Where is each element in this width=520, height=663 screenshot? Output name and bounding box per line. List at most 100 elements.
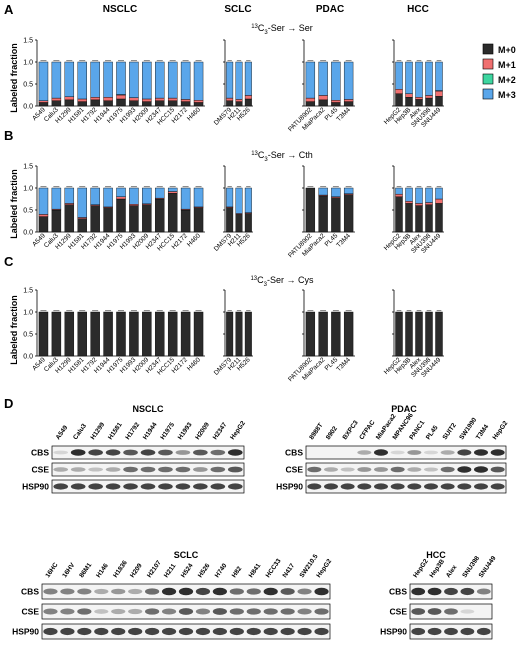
panel-letter-b: B (4, 128, 13, 143)
bar-m3-h1975 (116, 187, 126, 198)
bar-m3-h211 (235, 61, 243, 100)
bar-m0-h1581 (77, 101, 87, 107)
bar-m0-h1299 (64, 204, 75, 233)
bar-m0-a549 (38, 216, 49, 233)
bar-m1-snu398 (425, 202, 433, 205)
blot-band (123, 466, 138, 473)
blot-band (474, 466, 488, 473)
blot-band (175, 450, 191, 455)
blot-lane-label: HepG2 (229, 420, 247, 441)
bar-m3-snu398 (425, 187, 433, 203)
legend-label-m3: M+3 (498, 90, 516, 100)
bar-m3-h2172 (180, 187, 191, 210)
bar-m3-h460 (193, 61, 204, 101)
blot-band (145, 588, 160, 595)
blot-row-label: HSP90 (380, 627, 407, 637)
legend-label-m2: M+2 (498, 75, 516, 85)
bar-m3-miapaca2 (318, 187, 328, 196)
bar-m3-h1581 (77, 187, 87, 218)
blot-band (145, 627, 160, 636)
blot-band (411, 587, 426, 596)
blot-band (105, 467, 121, 472)
panel-letter-c: C (4, 254, 14, 269)
x-tick-label: H460 (186, 232, 202, 248)
blot-band (175, 483, 191, 490)
bar-m0-hepg2 (395, 311, 403, 357)
bar-m0-snu398 (425, 204, 433, 233)
blot-band (297, 608, 312, 615)
y-tick-label: 0.5 (23, 82, 33, 89)
blot-band (307, 466, 322, 473)
blot-band (128, 588, 143, 595)
blot-band (140, 449, 156, 456)
header-hcc: HCC (407, 4, 429, 15)
legend: M+0 M+1 M+2 M+3 (482, 43, 516, 100)
blot-row-label: CBS (21, 587, 39, 597)
blot-band (195, 608, 211, 615)
blot-band (60, 608, 75, 615)
blot-row-label: HSP90 (12, 627, 39, 637)
blot-band (70, 483, 86, 490)
blot-lane-label: H526 (197, 562, 212, 579)
blot-band (246, 588, 261, 595)
blot-band (476, 588, 491, 595)
bar-m3-dms79 (226, 61, 234, 99)
blot-lane-label: H1581 (107, 421, 124, 441)
blot-lane-label: 86M1 (78, 561, 93, 579)
blot-band (70, 449, 86, 456)
bar-m3-h1993 (129, 187, 139, 205)
bar-m0-h2009 (142, 311, 152, 357)
bar-m0-snu449 (435, 311, 443, 357)
bar-m0-hep3b (405, 311, 413, 357)
header-nsclc: NSCLC (103, 4, 137, 15)
legend-swatch-m3 (482, 88, 494, 100)
bar-m3-a549 (38, 187, 49, 215)
blot-band (460, 587, 475, 596)
blot-lane-label: H146 (95, 562, 110, 579)
bar-m0-h2347 (155, 198, 165, 233)
bar-m0-patu8902 (305, 101, 316, 107)
bar-m3-h1944 (103, 187, 113, 208)
bar-m0-h1792 (90, 311, 100, 357)
bar-m0-patu8902 (305, 311, 316, 357)
blot-band (94, 627, 109, 636)
row-title-cys: 13C3-Ser → Cys (250, 275, 314, 288)
blot-lane-label: HepG2 (492, 420, 510, 441)
bar-m1-hepg2 (395, 193, 403, 198)
blot-band (424, 467, 438, 472)
bar-m0-h460 (193, 311, 204, 357)
bar-m1-h211 (235, 99, 243, 102)
blot-lane-label: PANC1 (408, 419, 426, 441)
bar-m0-h1975 (116, 311, 126, 357)
bar-m1-h526 (244, 95, 252, 100)
blot-lane-label: 8988T (308, 422, 324, 441)
blot-band (158, 483, 173, 490)
blot-band (424, 483, 438, 490)
bar-m0-h1944 (103, 100, 113, 107)
blot-lane-label: HepG2 (412, 558, 430, 579)
bar-m1-h2172 (180, 99, 191, 102)
bar-m0-hep3b (405, 203, 413, 233)
blot-band (193, 467, 208, 472)
blot-lane-label: T3M4 (475, 423, 490, 441)
blot-lane-label: SNU449 (478, 555, 498, 579)
bar-m0-h1581 (77, 218, 87, 233)
blot-lane-label: H841 (248, 562, 263, 579)
bar-m1-t3m4 (343, 99, 354, 102)
blot-band (161, 627, 177, 636)
bar-m0-h211 (235, 311, 243, 357)
blot-band (407, 450, 422, 455)
blot-band (444, 587, 458, 596)
bar-m3-hcc15 (167, 61, 178, 99)
bar-m0-miapaca2 (318, 195, 328, 233)
blot-lane-label: SUIT2 (442, 422, 459, 441)
blot-band (123, 449, 138, 456)
bar-m0-snu398 (425, 97, 433, 107)
bar-m0-dms79 (226, 100, 234, 107)
blot-row-label: CSE (32, 465, 50, 475)
